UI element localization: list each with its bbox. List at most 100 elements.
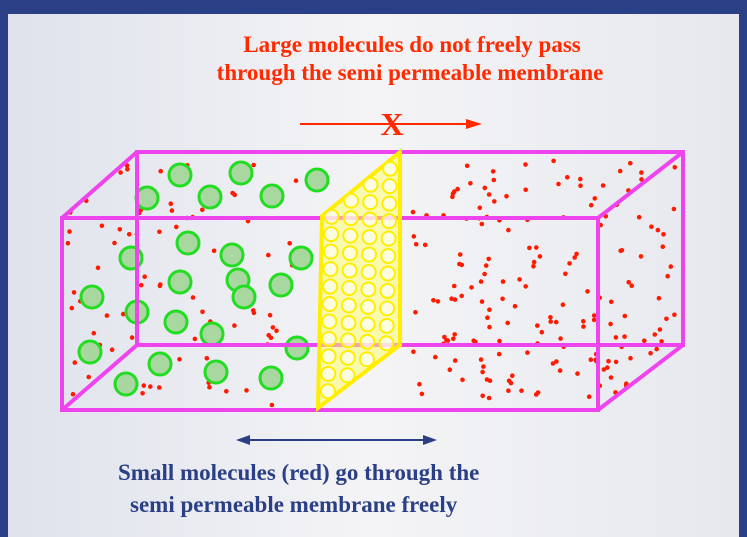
small-molecule (513, 304, 518, 309)
small-molecule (628, 356, 633, 361)
small-molecule (548, 315, 553, 320)
small-molecule (200, 310, 205, 315)
pore (325, 210, 339, 224)
small-molecule (130, 335, 135, 340)
small-molecule (618, 169, 623, 174)
pore (360, 335, 374, 349)
small-molecule (169, 201, 174, 206)
small-molecule (585, 289, 590, 294)
small-molecule (592, 318, 597, 323)
pore (324, 245, 338, 259)
small-molecule (232, 193, 237, 198)
small-molecule (294, 178, 299, 183)
pore (340, 368, 354, 382)
small-molecule (665, 274, 670, 279)
small-molecule (127, 232, 132, 237)
small-molecule (587, 394, 592, 399)
small-molecule (174, 225, 179, 230)
small-molecule (527, 246, 532, 251)
small-molecule (72, 290, 77, 295)
small-molecule (614, 360, 619, 365)
small-molecule (479, 279, 484, 284)
small-molecule (417, 382, 422, 387)
small-molecule (609, 375, 614, 380)
small-molecule (158, 169, 163, 174)
small-molecule (589, 203, 594, 208)
small-molecule (481, 364, 486, 369)
small-molecule (492, 199, 497, 204)
small-molecule (558, 368, 563, 373)
pore (323, 280, 337, 294)
small-molecule (433, 355, 438, 360)
small-molecule (483, 186, 488, 191)
top-caption-line: Large molecules do not freely pass (243, 32, 581, 57)
small-molecule (451, 337, 456, 342)
small-molecule (478, 206, 483, 211)
top-caption-line: through the semi permeable membrane (217, 60, 604, 85)
pore (322, 349, 336, 363)
small-molecule (449, 296, 454, 301)
small-molecule (554, 320, 559, 325)
small-molecule (73, 360, 78, 365)
small-molecule (66, 241, 71, 246)
small-molecule (244, 388, 249, 393)
pore (379, 336, 393, 350)
small-molecule (458, 252, 463, 257)
large-molecule (169, 164, 191, 186)
small-molecule (110, 347, 115, 352)
small-molecule (71, 392, 76, 397)
small-molecule (411, 349, 416, 354)
pore (343, 264, 357, 278)
small-molecule (482, 272, 487, 277)
small-molecule (523, 162, 528, 167)
large-molecule (290, 247, 312, 269)
blocked-marker: X (380, 106, 403, 142)
large-molecule (205, 361, 227, 383)
large-molecule (233, 286, 255, 308)
small-molecule (423, 243, 428, 248)
pore (322, 314, 336, 328)
pore (381, 249, 395, 263)
small-molecule (497, 352, 502, 357)
pore (361, 282, 375, 296)
large-molecule (306, 169, 328, 191)
large-molecule (260, 367, 282, 389)
small-molecule (465, 164, 470, 169)
pore (321, 384, 335, 398)
large-molecule (199, 186, 221, 208)
small-molecule (251, 163, 256, 168)
small-molecule (453, 358, 458, 363)
pore (380, 301, 394, 315)
small-molecule (158, 284, 163, 289)
small-molecule (581, 319, 586, 324)
pore (344, 194, 358, 208)
small-molecule (480, 394, 485, 399)
small-molecule (497, 339, 502, 344)
pore (344, 211, 358, 225)
small-molecule (642, 338, 647, 343)
small-molecule (629, 283, 634, 288)
small-molecule (657, 296, 662, 301)
small-molecule (501, 279, 506, 284)
small-molecule (452, 332, 457, 337)
small-molecule (505, 321, 510, 326)
small-molecule (142, 383, 147, 388)
small-molecule (92, 331, 97, 336)
small-molecule (142, 274, 147, 279)
small-molecule (669, 264, 674, 269)
small-molecule (442, 335, 447, 340)
small-molecule (578, 177, 583, 182)
small-molecule (287, 241, 292, 246)
small-molecule (479, 357, 484, 362)
large-molecule (79, 341, 101, 363)
pore (323, 297, 337, 311)
small-molecule (70, 306, 75, 311)
slide: Large molecules do not freely pass throu… (0, 0, 747, 537)
small-molecule (67, 229, 72, 234)
small-molecule (480, 299, 485, 304)
pore (364, 178, 378, 192)
small-molecule (207, 385, 212, 390)
small-molecule (148, 384, 153, 389)
pore (322, 332, 336, 346)
small-molecule (96, 266, 101, 271)
